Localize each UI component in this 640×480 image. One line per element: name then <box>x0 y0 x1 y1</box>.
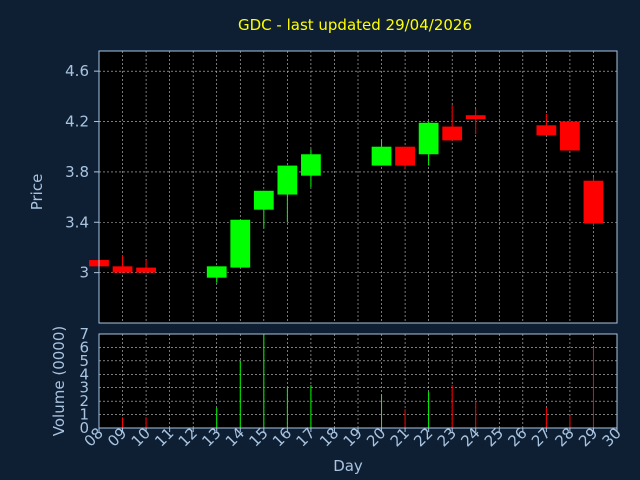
volume-axis-label: Volume (0000) <box>50 326 68 436</box>
candle-body <box>442 126 463 141</box>
volume-tick-label: 6 <box>79 338 89 356</box>
x-axis-label: Day <box>333 457 363 475</box>
volume-tick-label: 3 <box>79 379 89 397</box>
price-panel: 3 3.4 3.8 4.2 4.6 <box>65 50 618 324</box>
candle-body <box>395 146 415 166</box>
candle-body <box>465 115 486 119</box>
candle-body <box>418 122 439 155</box>
candle-body <box>277 165 298 195</box>
candle-body <box>206 266 227 278</box>
candle-body <box>230 219 251 268</box>
volume-border <box>98 333 618 429</box>
price-axis-label: Price <box>28 174 46 211</box>
price-border <box>98 50 618 324</box>
volume-tick-label: 7 <box>79 325 89 343</box>
price-tick-label: 4.6 <box>65 62 89 80</box>
volume-tick-label: 1 <box>79 406 89 424</box>
candle-body <box>112 266 133 273</box>
volume-plot-area <box>99 334 617 428</box>
candle-body <box>583 180 604 224</box>
price-tick-label: 3 <box>79 264 89 282</box>
chart-title: GDC - last updated 29/04/2026 <box>238 16 472 34</box>
candle-body <box>253 190 274 210</box>
price-tick-label: 3.8 <box>65 163 89 181</box>
price-tick-label: 4.2 <box>65 113 89 131</box>
price-tick-label: 3.4 <box>65 213 89 231</box>
candle-body <box>136 267 156 273</box>
candle-body <box>301 154 321 176</box>
volume-tick-label: 5 <box>79 352 89 370</box>
candle-body <box>371 146 392 166</box>
candle-body <box>536 125 557 136</box>
volume-tick-label: 2 <box>79 392 89 410</box>
volume-tick-label: 0 <box>79 419 89 437</box>
volume-panel: 0123456708091011121314151617181920212223… <box>79 325 624 450</box>
candle-body <box>560 121 580 151</box>
volume-tick-label: 4 <box>79 365 89 383</box>
